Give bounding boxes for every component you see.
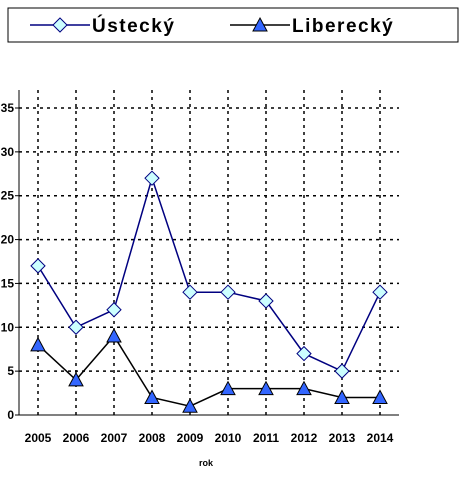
x-tick-label: 2006 [63, 431, 90, 445]
series-line [37, 334, 380, 408]
data-point [258, 380, 274, 396]
x-tick-label: 2011 [253, 431, 279, 445]
legend-marker [252, 16, 268, 32]
y-tick-label: 35 [1, 101, 15, 115]
data-point [334, 363, 350, 379]
data-point [68, 319, 84, 335]
data-point [182, 398, 198, 413]
y-tick-label: 20 [1, 233, 15, 247]
x-tick-label: 2012 [291, 431, 318, 445]
y-tick-label: 30 [1, 145, 15, 159]
data-point [258, 293, 274, 309]
x-tick-label: 2005 [25, 431, 52, 445]
x-tick-label: 2008 [139, 431, 166, 445]
data-point [296, 380, 312, 396]
legend-label: Ústecký [92, 15, 175, 37]
y-tick-label: 10 [1, 320, 15, 334]
data-point [372, 389, 388, 404]
y-tick-label: 0 [7, 408, 14, 422]
legend-marker [52, 17, 68, 33]
data-point [220, 284, 236, 300]
data-point [144, 170, 160, 186]
x-tick-label: 2010 [215, 431, 242, 445]
x-tick-label: 2009 [177, 431, 204, 445]
y-tick-label: 15 [1, 276, 15, 290]
x-tick-label: 2013 [329, 431, 356, 445]
x-tick-label: 2007 [101, 431, 128, 445]
data-point [30, 258, 46, 274]
data-point [30, 336, 46, 352]
data-point [106, 328, 122, 343]
data-point [144, 389, 160, 404]
y-tick-label: 5 [7, 364, 14, 378]
data-point [68, 371, 84, 387]
legend-label: Liberecký [292, 16, 394, 37]
data-point [220, 380, 236, 396]
series-line [37, 175, 381, 373]
data-point [334, 389, 350, 404]
y-tick-label: 25 [1, 189, 15, 203]
x-axis-label: rok [199, 458, 214, 468]
data-point [182, 284, 198, 300]
x-tick-label: 2014 [367, 431, 394, 445]
data-point [296, 345, 312, 362]
data-point [106, 302, 122, 318]
data-point [372, 284, 388, 300]
